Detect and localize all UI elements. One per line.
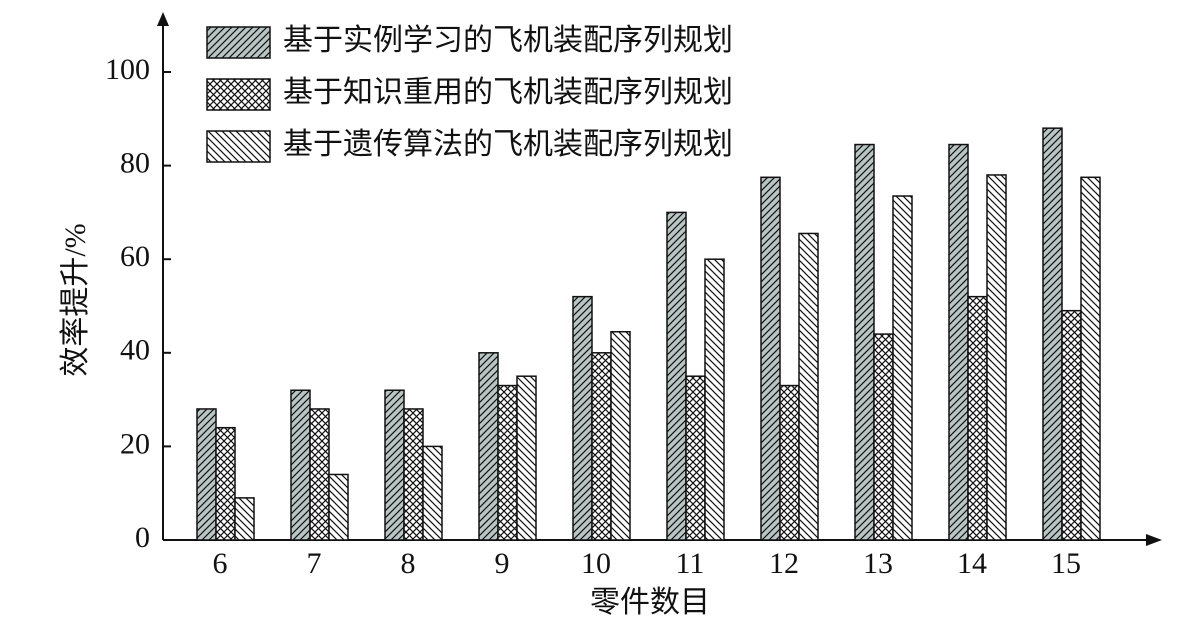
bar (1042, 127, 1063, 541)
legend-label: 基于知识重用的飞机装配序列规划 (283, 76, 733, 109)
bar (516, 375, 537, 541)
bar (572, 295, 593, 541)
y-axis-title: 效率提升/% (59, 223, 92, 376)
bar (215, 426, 236, 541)
bar (196, 408, 217, 541)
legend-label: 基于遗传算法的飞机装配序列规划 (283, 128, 733, 161)
bar (760, 176, 781, 541)
bar (384, 389, 405, 541)
bar (234, 497, 255, 541)
bar (892, 195, 913, 541)
bar (873, 333, 894, 541)
x-arrow (1146, 534, 1162, 546)
bar (948, 143, 969, 541)
x-tick-label: 7 (307, 547, 322, 580)
bar (704, 258, 725, 541)
x-tick-label: 9 (495, 547, 510, 580)
y-tick-label: 40 (120, 334, 150, 367)
bar (328, 473, 349, 541)
y-tick-label: 60 (120, 240, 150, 273)
y-arrow (157, 12, 169, 26)
bar (478, 352, 499, 541)
x-tick-label: 13 (863, 547, 893, 580)
x-tick-label: 15 (1051, 547, 1081, 580)
bar (497, 384, 518, 541)
bar (290, 389, 311, 541)
legend-label: 基于实例学习的飞机装配序列规划 (283, 24, 733, 57)
bar (666, 211, 687, 541)
y-tick-label: 80 (120, 146, 150, 179)
bar (610, 330, 631, 541)
bar (798, 232, 819, 541)
bar (967, 295, 988, 541)
bar (779, 384, 800, 541)
bar (1080, 176, 1101, 541)
x-tick-label: 8 (401, 547, 416, 580)
bar (685, 375, 706, 541)
y-tick-label: 0 (135, 521, 150, 554)
x-tick-label: 14 (957, 547, 987, 580)
legend-swatch (206, 26, 271, 59)
y-tick-label: 100 (105, 53, 150, 86)
x-tick-label: 10 (581, 547, 611, 580)
bar (403, 408, 424, 541)
legend-swatch (206, 78, 271, 111)
x-tick-label: 12 (769, 547, 799, 580)
bar (422, 445, 443, 541)
bar (309, 408, 330, 541)
legend-swatch (206, 130, 271, 163)
x-axis-title: 零件数目 (590, 586, 710, 619)
bar (986, 174, 1007, 541)
bar (854, 143, 875, 541)
bar (1061, 309, 1082, 541)
y-tick-label: 20 (120, 427, 150, 460)
x-tick-label: 11 (676, 547, 705, 580)
x-tick-label: 6 (213, 547, 228, 580)
bar (591, 352, 612, 541)
